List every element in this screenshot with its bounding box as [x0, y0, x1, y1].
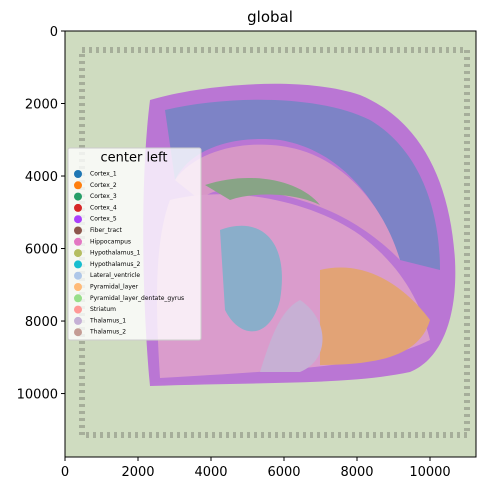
legend-marker [74, 203, 82, 212]
y-tick-label: 4000 [25, 170, 58, 185]
legend-label: Pyramidal_layer_dentate_gyrus [90, 295, 184, 302]
x-tick-label: 4000 [194, 465, 227, 480]
legend-label: Hypothalamus_1 [90, 250, 140, 257]
legend-marker [74, 260, 82, 269]
legend-marker [74, 192, 82, 201]
chart-title: global [247, 8, 293, 26]
legend-label: Hippocampus [90, 238, 131, 245]
x-tick-label: 6000 [267, 465, 300, 480]
legend-marker [74, 237, 82, 246]
legend-marker [74, 305, 82, 314]
legend-marker [74, 316, 82, 325]
legend-label: Cortex_1 [90, 171, 117, 178]
y-tick-label: 0 [50, 25, 58, 40]
legend-label: Cortex_5 [90, 216, 117, 223]
x-tick-label: 8000 [340, 465, 373, 480]
legend-label: Lateral_ventricle [90, 272, 140, 279]
legend-label: Thalamus_1 [89, 317, 126, 324]
x-tick-label: 10000 [409, 465, 450, 480]
legend-label: Cortex_4 [90, 204, 117, 211]
legend-marker [74, 170, 82, 178]
legend-label: Cortex_3 [90, 193, 117, 200]
y-tick-label: 10000 [17, 388, 58, 403]
legend-label: Hypothalamus_2 [90, 261, 140, 268]
legend-marker [74, 181, 82, 190]
legend-marker [74, 294, 82, 303]
y-tick-label: 6000 [25, 243, 58, 258]
x-tick-label: 0 [61, 465, 69, 480]
axes-frame [64, 30, 477, 458]
legend-title: center left [100, 151, 167, 166]
legend-label: Fiber_tract [90, 227, 122, 234]
legend-label: Cortex_2 [90, 182, 117, 189]
tissue [143, 83, 456, 387]
x-tick-label: 2000 [121, 465, 154, 480]
legend-marker [74, 226, 82, 235]
legend-label: Thalamus_2 [89, 329, 126, 336]
legend-label: Pyramidal_layer [90, 284, 139, 291]
legend-marker [74, 271, 82, 280]
legend-marker [74, 283, 82, 291]
y-tick-label: 2000 [25, 98, 58, 113]
legend-label: Striatum [90, 306, 116, 313]
legend-marker [74, 328, 82, 337]
legend-box [67, 147, 202, 341]
legend-marker [74, 249, 82, 258]
y-tick-label: 8000 [25, 315, 58, 330]
legend-marker [74, 215, 82, 224]
